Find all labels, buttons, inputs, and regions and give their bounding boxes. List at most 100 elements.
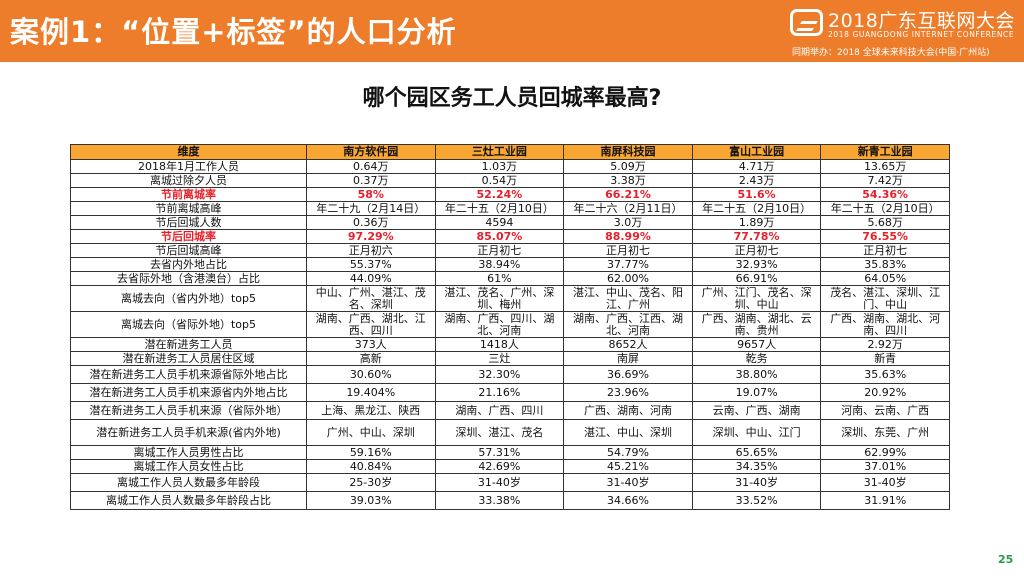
highlighted-table-row: 节后回城率 97.29% 85.07% 88.99% 77.78% 76.55% xyxy=(70,229,950,244)
page-number: 25 xyxy=(998,553,1014,566)
table-cell: 61% xyxy=(434,271,565,286)
table-cell: 33.52% xyxy=(691,491,822,510)
table-cell: 1.89万 xyxy=(691,215,822,230)
table-cell: 9657人 xyxy=(691,337,822,352)
table-row: 离城去向（省际外地）top5 湖南、广西、湖北、江西、四川 湖南、广西、四川、湖北、… xyxy=(70,311,950,338)
table-cell: 广州、中山、深圳 xyxy=(306,419,436,446)
table-cell: 4594 xyxy=(434,215,565,230)
row-label-cell: 潜在新进务工人员手机来源(省内外地) xyxy=(70,419,307,446)
table-cell: 54.36% xyxy=(820,187,950,202)
table-cell: 新青 xyxy=(820,351,950,366)
conference-name: 2018广东互联网大会 xyxy=(828,10,1015,32)
table-cell: 31-40岁 xyxy=(434,473,565,492)
row-label-cell: 潜在新进务工人员手机来源（省际外地） xyxy=(70,401,307,420)
table-cell: 31-40岁 xyxy=(563,473,693,492)
column-header-park: 南屏科技园 xyxy=(563,144,693,160)
table-cell: 85.07% xyxy=(434,229,565,244)
table-cell: 7.42万 xyxy=(820,173,950,188)
table-row: 节后回城高峰 正月初六 正月初七 正月初七 正月初七 正月初七 xyxy=(70,243,950,258)
table-cell: 32.30% xyxy=(434,365,565,384)
table-cell: 广西、湖南、湖北、河南、四川 xyxy=(820,311,950,338)
table-cell: 广州、江门、茂名、深圳、中山 xyxy=(691,285,822,312)
table-cell: 0.36万 xyxy=(306,215,436,230)
table-cell: 湖南、广西、湖北、江西、四川 xyxy=(306,311,436,338)
table-cell: 34.35% xyxy=(691,459,822,474)
row-label-cell: 2018年1月工作人员 xyxy=(70,159,307,174)
table-cell: 66.21% xyxy=(563,187,693,202)
table-cell: 5.68万 xyxy=(820,215,950,230)
table-row: 离城去向（省内外地）top5 中山、广州、湛江、茂名、深圳 湛江、茂名、广州、深圳、… xyxy=(70,285,950,312)
table-cell: 42.69% xyxy=(434,459,565,474)
table-cell: 湖南、广西、四川 xyxy=(434,401,565,420)
table-cell: 0.37万 xyxy=(306,173,436,188)
table-cell: 湖南、广西、江西、湖北、河南 xyxy=(563,311,693,338)
table-cell: 32.93% xyxy=(691,257,822,272)
row-label-cell: 离城工作人员人数最多年龄段 xyxy=(70,473,307,492)
table-row: 潜在新进务工人员手机来源（省际外地） 上海、黑龙江、陕西 湖南、广西、四川 广西、湖南… xyxy=(70,401,950,420)
table-cell: 年二十六（2月11日） xyxy=(563,201,693,216)
table-cell: 62.00% xyxy=(563,271,693,286)
table-cell: 54.79% xyxy=(563,445,693,460)
table-cell: 河南、云南、广西 xyxy=(820,401,950,420)
table-cell: 云南、广西、湖南 xyxy=(691,401,822,420)
table-cell: 湛江、中山、茂名、阳江、广州 xyxy=(563,285,693,312)
column-header-park: 新青工业园 xyxy=(820,144,950,160)
table-cell: 40.84% xyxy=(306,459,436,474)
table-row: 离城工作人员人数最多年龄段 25-30岁 31-40岁 31-40岁 31-40岁 31-… xyxy=(70,473,950,492)
table-cell: 广西、湖南、湖北、云南、贵州 xyxy=(691,311,822,338)
park-comparison-table: 维度 南方软件园 三灶工业园 南屏科技园 富山工业园 新青工业园 2018年1月工作人员 0… xyxy=(70,144,950,510)
table-cell: 4.71万 xyxy=(691,159,822,174)
row-label-cell: 离城工作人员人数最多年龄段占比 xyxy=(70,491,307,510)
table-cell: 51.6% xyxy=(691,187,822,202)
row-label-cell: 潜在新进务工人员手机来源省际外地占比 xyxy=(70,365,307,384)
table-cell: 上海、黑龙江、陕西 xyxy=(306,401,436,420)
table-cell: 23.96% xyxy=(563,383,693,402)
table-row: 节前离城高峰 年二十九（2月14日） 年二十五（2月10日） 年二十六（2月11日）年… xyxy=(70,201,950,216)
table-cell: 37.01% xyxy=(820,459,950,474)
table-cell: 59.16% xyxy=(306,445,436,460)
table-cell: 年二十九（2月14日） xyxy=(306,201,436,216)
table-cell: 38.80% xyxy=(691,365,822,384)
table-cell: 31-40岁 xyxy=(691,473,822,492)
row-label-cell: 离城工作人员男性占比 xyxy=(70,445,307,460)
row-label-cell: 去省际外地（含港澳台）占比 xyxy=(70,271,307,286)
table-cell: 正月初七 xyxy=(434,243,565,258)
table-cell: 13.65万 xyxy=(820,159,950,174)
table-cell: 乾务 xyxy=(691,351,822,366)
table-cell: 1418人 xyxy=(434,337,565,352)
table-cell: 34.66% xyxy=(563,491,693,510)
table-body: 2018年1月工作人员 0.64万 1.03万 5.09万 4.71万 13.65万 离城过… xyxy=(70,159,950,510)
table-cell: 77.78% xyxy=(691,229,822,244)
row-label-cell: 节后回城人数 xyxy=(70,215,307,230)
row-label-cell: 离城过除夕人员 xyxy=(70,173,307,188)
table-cell: 年二十五（2月10日） xyxy=(691,201,822,216)
table-cell: 20.92% xyxy=(820,383,950,402)
table-cell: 2.43万 xyxy=(691,173,822,188)
table-cell: 33.38% xyxy=(434,491,565,510)
table-cell: 正月初七 xyxy=(563,243,693,258)
row-label-cell: 去省内外地占比 xyxy=(70,257,307,272)
table-cell: 45.21% xyxy=(563,459,693,474)
table-cell: 正月初六 xyxy=(306,243,436,258)
row-label-cell: 离城去向（省际外地）top5 xyxy=(70,311,307,338)
table-cell: 373人 xyxy=(306,337,436,352)
table-cell: 97.29% xyxy=(306,229,436,244)
table-cell: 38.94% xyxy=(434,257,565,272)
table-row: 去省际外地（含港澳台）占比 44.09% 61% 62.00% 66.91% 64.05% xyxy=(70,271,950,286)
table-cell: 64.05% xyxy=(820,271,950,286)
conference-cohost-note: 同期举办：2018 全球未来科技大会(中国·广州站) xyxy=(792,48,990,58)
table-cell: 31.91% xyxy=(820,491,950,510)
table-cell: 中山、广州、湛江、茂名、深圳 xyxy=(306,285,436,312)
table-cell: 深圳、东莞、广州 xyxy=(820,419,950,446)
table-row: 潜在新进务工人员居住区域 高新 三灶 南屏 乾务 新青 xyxy=(70,351,950,366)
table-cell: 年二十五（2月10日） xyxy=(820,201,950,216)
row-label-cell: 节前离城高峰 xyxy=(70,201,307,216)
table-cell: 正月初七 xyxy=(820,243,950,258)
table-cell: 52.24% xyxy=(434,187,565,202)
table-cell: 2.92万 xyxy=(820,337,950,352)
highlighted-table-row: 节前离城率 58% 52.24% 66.21% 51.6% 54.36% xyxy=(70,187,950,202)
table-cell: 茂名、湛江、深圳、江门、中山 xyxy=(820,285,950,312)
question-heading: 哪个园区务工人员回城率最高? xyxy=(362,86,662,111)
table-cell: 88.99% xyxy=(563,229,693,244)
header-banner: 案例1：“位置+标签”的人口分析 2018广东互联网大会 2018 GUANGD… xyxy=(0,0,1024,62)
